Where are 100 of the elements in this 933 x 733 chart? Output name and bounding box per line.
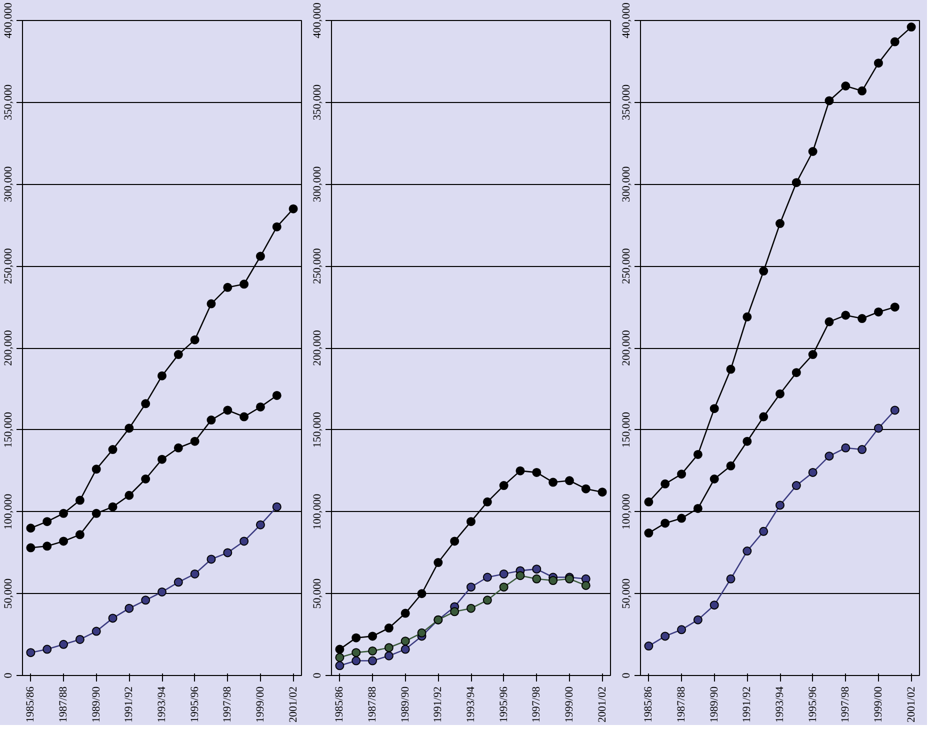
point	[368, 646, 378, 656]
y-tick-label: 400,000	[2, 2, 14, 38]
x-tick-label: 1987/88	[676, 686, 688, 723]
x-tick-label: 2001/02	[596, 686, 608, 723]
x-tick-label: 1995/96	[806, 686, 819, 723]
y-tick-label: 250,000	[2, 248, 14, 284]
y-tick-label: 300,000	[2, 166, 14, 202]
x-tick-label: 1999/00	[872, 686, 884, 723]
point	[92, 626, 101, 636]
point	[42, 644, 52, 654]
point	[824, 452, 834, 461]
point	[710, 404, 719, 414]
point	[677, 625, 686, 634]
point	[75, 530, 84, 540]
point	[808, 147, 818, 156]
x-tick-label: 1993/94	[465, 686, 477, 723]
point	[660, 632, 670, 641]
point	[874, 424, 883, 433]
point	[450, 536, 460, 546]
point	[466, 517, 476, 526]
point	[190, 335, 200, 344]
point	[352, 656, 361, 666]
point	[417, 628, 426, 638]
point	[352, 633, 361, 642]
point	[206, 554, 216, 564]
y-tick-label: 0	[312, 672, 324, 678]
point	[677, 470, 686, 479]
point	[499, 582, 508, 592]
point	[158, 454, 166, 464]
point	[890, 406, 900, 415]
point	[677, 514, 686, 523]
point	[824, 317, 834, 326]
x-tick-label: 1985/86	[642, 686, 655, 723]
point	[841, 443, 850, 452]
point	[223, 548, 232, 558]
point	[742, 546, 752, 556]
y-tick-label: 0	[620, 672, 632, 678]
point	[482, 572, 492, 582]
x-tick-label: 1993/94	[774, 686, 786, 723]
point	[693, 504, 702, 513]
point	[223, 282, 232, 292]
point	[174, 350, 183, 360]
point	[190, 569, 200, 578]
x-tick-label: 1989/90	[90, 686, 102, 723]
point	[532, 574, 542, 584]
point	[841, 82, 850, 90]
point	[108, 445, 118, 454]
point	[335, 661, 344, 670]
point	[240, 536, 249, 546]
y-tick-label: 250,000	[620, 248, 632, 284]
point	[352, 648, 361, 658]
point	[726, 364, 736, 374]
point	[368, 656, 378, 666]
point	[548, 478, 558, 487]
point	[141, 596, 150, 605]
point	[824, 96, 834, 106]
point	[59, 640, 68, 649]
point	[660, 518, 670, 528]
y-tick-label: 400,000	[620, 2, 632, 38]
point	[808, 468, 818, 477]
point	[598, 488, 607, 497]
point	[792, 368, 801, 378]
point	[108, 502, 118, 512]
x-tick-label: 1987/88	[366, 686, 379, 723]
x-tick-label: 1985/86	[24, 686, 37, 723]
x-tick-label: 1997/98	[222, 686, 234, 723]
point	[693, 615, 702, 624]
y-tick-label: 250,000	[312, 248, 324, 284]
point	[450, 607, 460, 616]
point	[499, 569, 508, 578]
point	[75, 496, 84, 505]
point	[776, 389, 784, 398]
point	[516, 466, 525, 476]
point	[26, 648, 36, 658]
point	[482, 596, 492, 605]
point	[581, 580, 590, 590]
point	[890, 302, 900, 312]
y-tick-label: 0	[2, 672, 14, 678]
point	[158, 371, 166, 380]
point	[858, 314, 867, 324]
point	[384, 651, 394, 660]
point	[240, 412, 249, 422]
point	[240, 280, 249, 289]
y-tick-label: 150,000	[2, 412, 14, 448]
x-tick-label: 2001/02	[287, 686, 300, 723]
point	[42, 517, 52, 526]
point	[400, 644, 410, 654]
point	[906, 22, 916, 32]
point	[400, 636, 410, 646]
x-tick-label: 1991/92	[741, 686, 754, 723]
x-tick-label: 1991/92	[432, 686, 444, 723]
y-tick-label: 50,000	[620, 578, 632, 609]
point	[776, 219, 784, 228]
point	[532, 564, 542, 574]
point	[75, 634, 84, 644]
point	[516, 571, 525, 580]
y-tick-label: 100,000	[2, 493, 14, 530]
x-tick-label: 1997/98	[530, 686, 543, 723]
y-tick-label: 400,000	[312, 2, 324, 38]
point	[499, 481, 508, 490]
